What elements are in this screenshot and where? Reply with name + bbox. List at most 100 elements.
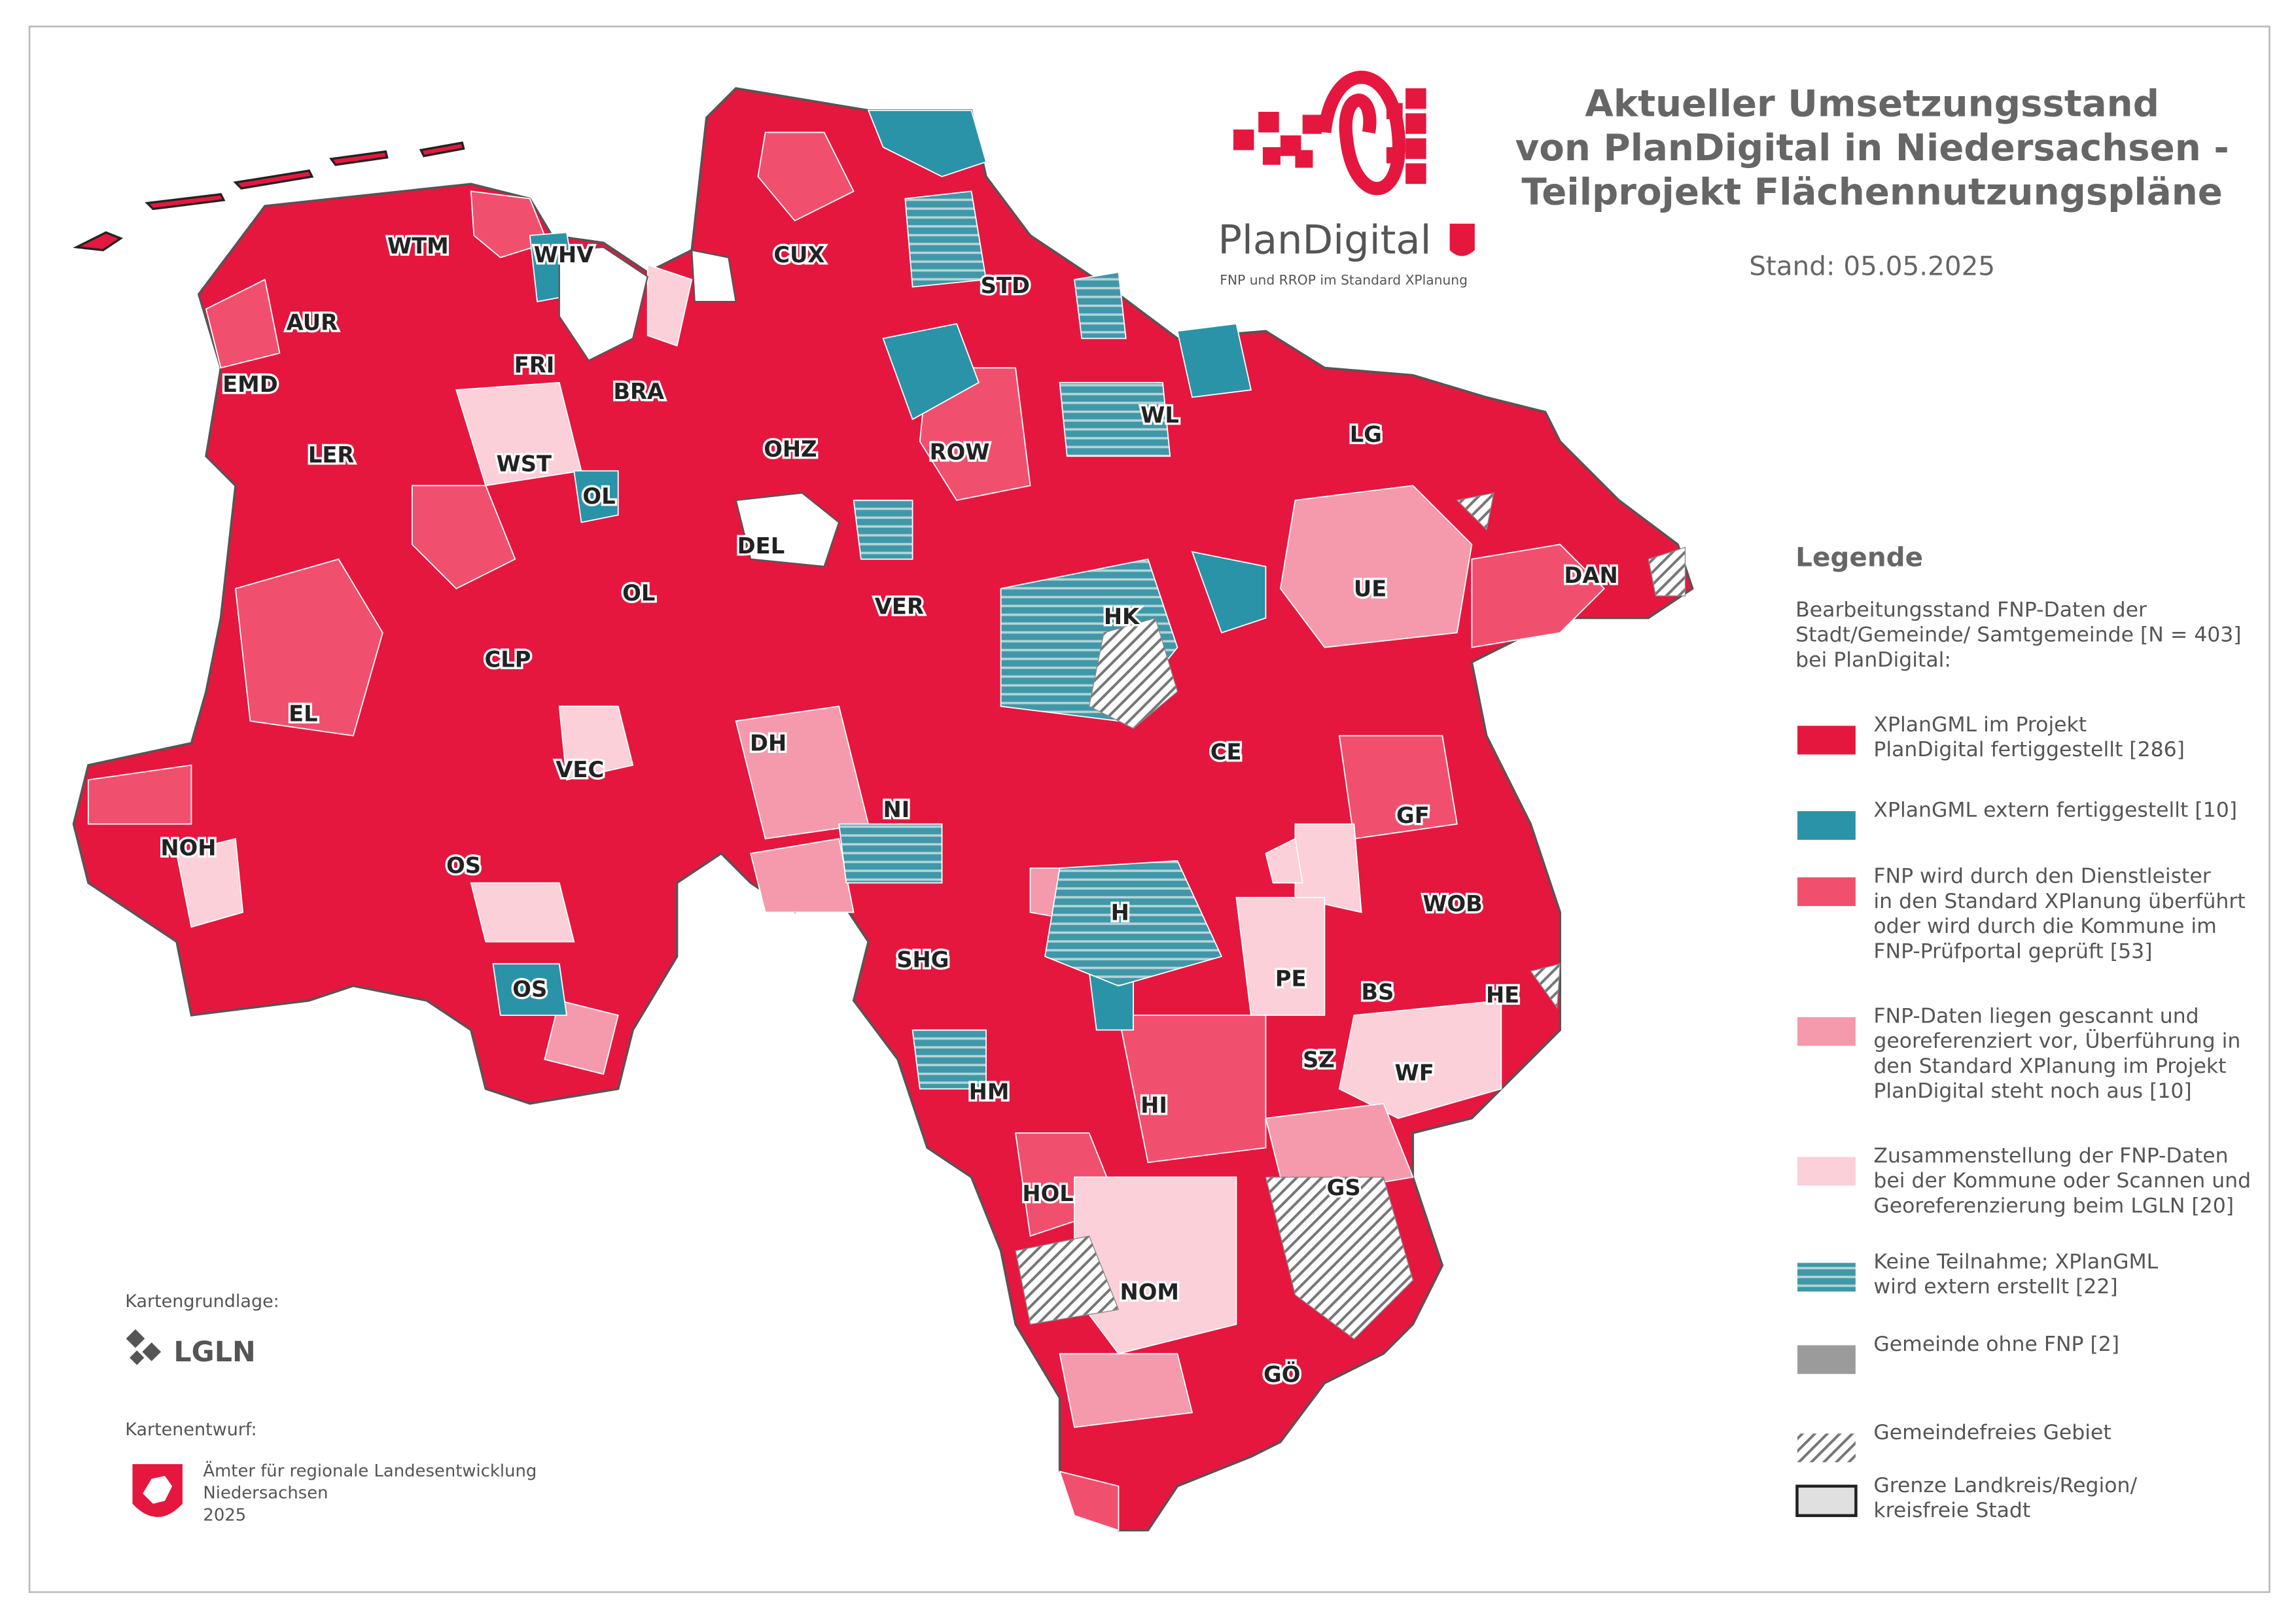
legend-swatch (1796, 1016, 1856, 1047)
design-line: 2025 (203, 1505, 246, 1525)
legend-label: PlanDigital fertiggestellt [286] (1873, 738, 2185, 761)
district-label: DEL (737, 533, 785, 559)
legend: Legende Bearbeitungsstand FNP-Daten derS… (1795, 542, 2251, 1522)
district-label: H (1111, 899, 1129, 925)
legend-swatch (1796, 877, 1856, 907)
legend-label: den Standard XPlanung im Projekt (1873, 1055, 2226, 1078)
legend-label: PlanDigital steht noch aus [10] (1873, 1079, 2191, 1103)
district-label: VER (875, 593, 924, 619)
legend-label: Grenze Landkreis/Region/ (1873, 1474, 2137, 1497)
municipality-patches (88, 131, 1606, 1531)
district-label: VEC (556, 757, 604, 782)
legend-label: Keine Teilnahme; XPlanGML (1873, 1250, 2158, 1274)
logo-mark (1233, 71, 1475, 256)
district-labels: WTM WHV CUX STD AUR FRI EMD BRA LER WST OHZ ROW WL LG… (158, 231, 1620, 1389)
legend-label: bei der Kommune oder Scannen und (1873, 1169, 2251, 1193)
legend-label: XPlanGML im Projekt (1873, 713, 2087, 737)
district-label: OS (512, 976, 547, 1002)
legend-label: FNP wird durch den Dienstleister (1873, 865, 2210, 888)
district-label: HE (1486, 982, 1519, 1007)
district-label: EL (289, 701, 318, 727)
district-label: STD (981, 273, 1030, 298)
legend-label: wird extern erstellt [22] (1873, 1275, 2117, 1299)
design-line: Niedersachsen (203, 1484, 328, 1503)
district-label: HOL (1022, 1181, 1073, 1206)
legend-label: georeferenziert vor, Überführung in (1873, 1028, 2240, 1053)
district-label: WF (1395, 1060, 1434, 1086)
district-label: PE (1275, 966, 1307, 992)
logo: PlanDigital FNP und RROP im Standard XPl… (1218, 71, 1475, 288)
district-label: SHG (896, 947, 949, 972)
design-label: Kartenentwurf: (125, 1420, 256, 1440)
district-label: WOB (1422, 891, 1483, 916)
district-label: LG (1350, 421, 1382, 447)
title-line: Teilprojekt Flächennutzungspläne (1521, 171, 2222, 214)
district-label: EMD (222, 372, 278, 397)
district-label: SZ (1303, 1047, 1335, 1072)
district-label: GÖ (1263, 1361, 1300, 1387)
legend-description: Stadt/Gemeinde/ Samtgemeinde [N = 403] (1795, 623, 2241, 647)
legend-label: in den Standard XPlanung überführt (1873, 890, 2245, 913)
district-label: OL (582, 483, 615, 509)
district-label: GS (1327, 1175, 1361, 1200)
district-label: AUR (287, 309, 338, 335)
district-label: NOH (160, 835, 216, 860)
legend-swatch (1796, 810, 1856, 841)
legend-label: Zusammenstellung der FNP-Daten (1873, 1144, 2228, 1168)
district-label: UE (1354, 576, 1386, 601)
credits: Kartengrundlage: LGLN Kartenentwurf: Ämt… (125, 1291, 537, 1525)
district-label: OHZ (764, 436, 817, 462)
basemap: LGLN (173, 1336, 255, 1369)
district-label: DH (750, 731, 786, 756)
district-label: GF (1396, 803, 1430, 828)
district-label: OS (446, 852, 481, 878)
district-label: BS (1361, 979, 1394, 1005)
district-label: LER (308, 442, 355, 468)
legend-swatch (1796, 1433, 1856, 1463)
frame (28, 26, 2270, 1594)
district-label: HM (969, 1079, 1010, 1105)
lgln-icon (126, 1329, 162, 1365)
district-label: HI (1140, 1092, 1167, 1118)
legend-swatch (1796, 1344, 1856, 1375)
district-label: FRI (514, 353, 555, 378)
district-label: CE (1210, 739, 1242, 765)
logo-name: PlanDigital (1218, 218, 1431, 264)
legend-label: FNP-Prüfportal geprüft [53] (1873, 939, 2152, 963)
legend-label: XPlanGML extern fertiggestellt [10] (1873, 798, 2237, 822)
legend-title: Legende (1795, 542, 1923, 573)
district-label: WST (497, 451, 552, 476)
district-label: WHV (534, 242, 594, 268)
legend-label: Gemeinde ohne FNP [2] (1873, 1333, 2119, 1356)
legend-description: Bearbeitungsstand FNP-Daten der (1795, 598, 2147, 621)
legend-swatch (1796, 1156, 1856, 1187)
district-label: HK (1104, 604, 1140, 629)
title-line: Aktueller Umsetzungsstand (1585, 83, 2159, 126)
legend-label: Georeferenzierung beim LGLN [20] (1873, 1194, 2234, 1217)
legend-label: FNP-Daten liegen gescannt und (1873, 1004, 2199, 1028)
legend-description: bei PlanDigital: (1795, 648, 1951, 672)
title-line: von PlanDigital in Niedersachsen - (1515, 127, 2229, 169)
legend-label: Gemeindefreies Gebiet (1873, 1421, 2111, 1444)
legend-label: kreisfreie Stadt (1873, 1499, 2030, 1522)
legend-swatch (1796, 725, 1856, 756)
district-label: CUX (773, 242, 824, 268)
district-label: CLP (485, 646, 531, 672)
unincorporated-areas (1015, 492, 1686, 1340)
water-areas (558, 246, 840, 568)
district-label: WTM (387, 233, 449, 258)
basemap-label: Kartengrundlage: (125, 1291, 279, 1312)
date: Stand: 05.05.2025 (1749, 250, 1995, 281)
district-label: NOM (1120, 1280, 1179, 1305)
district-label: NI (883, 797, 910, 822)
logo-subtitle: FNP und RROP im Standard XPlanung (1220, 272, 1468, 288)
district-label: OL (622, 580, 655, 606)
legend-swatch (1795, 1484, 1858, 1518)
coat-of-arms (132, 1464, 183, 1518)
legend-label: oder wird durch die Kommune im (1873, 915, 2216, 938)
district-label: WL (1140, 402, 1179, 428)
district-label: BRA (613, 379, 664, 404)
